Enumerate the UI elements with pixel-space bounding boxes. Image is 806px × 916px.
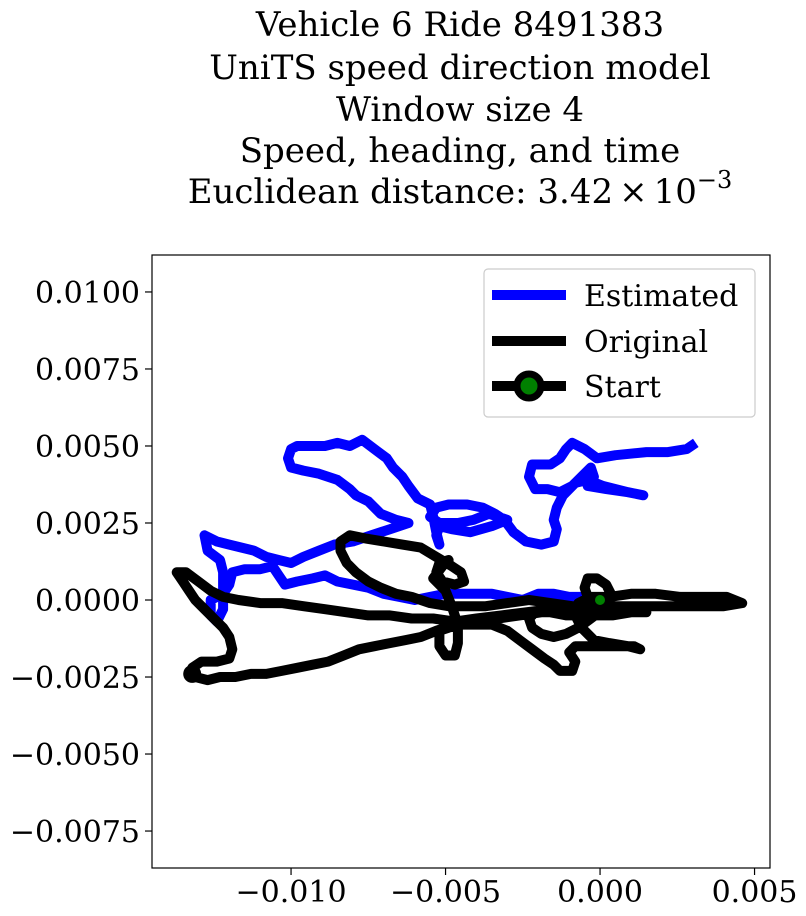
- y-tick-label: −0.0025: [10, 661, 140, 696]
- y-tick-label: −0.0075: [10, 815, 140, 850]
- legend-marker-start: [513, 370, 545, 402]
- metric-exponent: −3: [697, 166, 732, 194]
- metric-times: ×: [619, 172, 648, 212]
- legend-label-original: Original: [584, 325, 708, 360]
- title-line-2: UniTS speed direction model: [209, 48, 710, 88]
- y-axis-ticks: 0.0100 0.0075 0.0050 0.0025 0.0000 −0.0025 −0.…: [10, 276, 152, 850]
- y-tick-label: 0.0000: [35, 584, 140, 619]
- y-tick-label: −0.0050: [10, 738, 140, 773]
- y-tick-label: 0.0050: [35, 430, 140, 465]
- series-line-original: [171, 530, 748, 686]
- metric-base: 10: [654, 172, 697, 212]
- title-line-1: Vehicle 6 Ride 8491383: [255, 5, 664, 45]
- plot-frame: [151, 254, 771, 869]
- marker-layer: [183, 595, 605, 683]
- metric-mantissa: 3.42: [537, 172, 613, 212]
- y-tick-label: 0.0025: [35, 507, 140, 542]
- x-tick-label: 0.000: [557, 875, 643, 910]
- metric-prefix: Euclidean distance:: [188, 172, 538, 212]
- x-axis-ticks: −0.010 −0.005 0.000 0.005: [236, 868, 798, 910]
- title-metric-line: Euclidean distance: 3.42 × 10−3: [188, 166, 733, 212]
- legend-frame: [483, 268, 756, 418]
- start-marker: [595, 595, 605, 605]
- x-tick-label: 0.005: [712, 875, 798, 910]
- title-line-3: Window size 4: [336, 90, 584, 130]
- x-tick-label: −0.005: [390, 875, 501, 910]
- series-layer: [171, 434, 748, 686]
- y-tick-label: 0.0100: [35, 276, 140, 311]
- legend: Estimated Original Start: [483, 268, 756, 418]
- legend-label-estimated: Estimated: [584, 279, 738, 314]
- title-line-4: Speed, heading, and time: [240, 131, 681, 171]
- y-tick-label: 0.0075: [35, 353, 140, 388]
- series-line-estimated: [199, 434, 699, 627]
- x-tick-label: −0.010: [236, 875, 347, 910]
- trajectory-endpoint-marker: [183, 664, 202, 683]
- legend-label-start: Start: [584, 370, 661, 405]
- chart-title: Vehicle 6 Ride 8491383 UniTS speed direc…: [188, 5, 733, 212]
